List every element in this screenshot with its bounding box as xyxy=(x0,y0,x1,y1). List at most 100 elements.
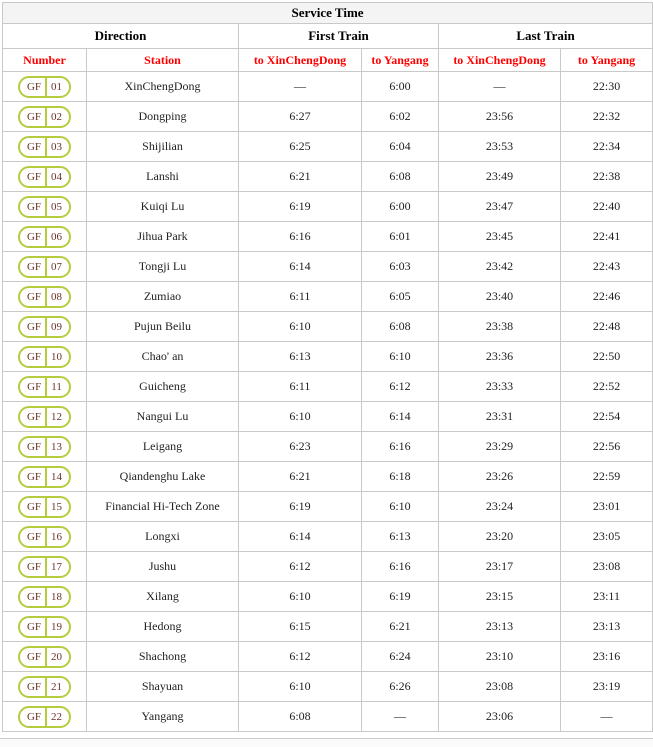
station-name-cell: XinChengDong xyxy=(86,71,239,102)
badge-line-code: GF xyxy=(20,257,48,276)
last-train-to-yangang-cell: 22:52 xyxy=(559,371,653,402)
first-train-to-yangang-cell: 6:01 xyxy=(361,221,439,252)
first-train-to-xinchengdong-cell: 6:14 xyxy=(238,521,362,552)
station-number-badge: GF 18 xyxy=(17,585,72,608)
station-name-cell: Shayuan xyxy=(86,671,239,702)
badge-station-number: 08 xyxy=(51,290,63,303)
column-header-last-to-xinchengdong: to XinChengDong xyxy=(438,48,561,72)
station-number-cell: GF 15 xyxy=(2,491,87,522)
station-name-cell: Kuiqi Lu xyxy=(86,191,239,222)
station-number-cell: GF 10 xyxy=(2,341,87,372)
badge-station-number: 16 xyxy=(51,530,63,543)
last-train-to-xinchengdong-cell: 23:08 xyxy=(438,671,561,702)
station-name-cell: Jihua Park xyxy=(86,221,239,252)
station-name-cell: Hedong xyxy=(86,611,239,642)
station-number-cell: GF 17 xyxy=(2,551,87,582)
station-number-cell: GF 06 xyxy=(2,221,87,252)
badge-line-code: GF xyxy=(20,317,48,336)
first-train-to-yangang-cell: 6:16 xyxy=(361,431,439,462)
station-name-cell: Jushu xyxy=(86,551,239,582)
table-row: GF 10 Chao' an 6:13 6:10 23:36 22:50 xyxy=(2,341,653,372)
badge-line-code: GF xyxy=(20,197,48,216)
station-number-badge: GF 05 xyxy=(17,195,72,218)
badge-station-number: 07 xyxy=(51,260,63,273)
last-train-to-xinchengdong-cell: 23:29 xyxy=(438,431,561,462)
last-train-to-xinchengdong-cell: 23:49 xyxy=(438,161,561,192)
first-train-to-yangang-cell: — xyxy=(361,701,439,732)
last-train-to-xinchengdong-cell: 23:45 xyxy=(438,221,561,252)
station-number-badge: GF 19 xyxy=(17,615,72,638)
last-train-to-xinchengdong-cell: 23:31 xyxy=(438,401,561,432)
badge-line-code: GF xyxy=(20,137,48,156)
last-train-to-yangang-cell: 22:56 xyxy=(559,431,653,462)
station-number-badge: GF 17 xyxy=(17,555,72,578)
badge-line-code: GF xyxy=(20,467,48,486)
station-number-cell: GF 07 xyxy=(2,251,87,282)
badge-station-number: 18 xyxy=(51,590,63,603)
column-header-first-to-xinchengdong: to XinChengDong xyxy=(238,48,362,72)
badge-line-code: GF xyxy=(20,527,48,546)
station-name-cell: Yangang xyxy=(86,701,239,732)
table-row: GF 03 Shijilian 6:25 6:04 23:53 22:34 xyxy=(2,131,653,162)
column-header-row: Number Station to XinChengDong to Yangan… xyxy=(2,48,653,72)
first-train-to-yangang-cell: 6:10 xyxy=(361,491,439,522)
station-number-cell: GF 20 xyxy=(2,641,87,672)
station-name-cell: Xilang xyxy=(86,581,239,612)
table-row: GF 15 Financial Hi-Tech Zone 6:19 6:10 23:24 2… xyxy=(2,491,653,522)
badge-line-code: GF xyxy=(20,227,48,246)
station-name-cell: Longxi xyxy=(86,521,239,552)
badge-line-code: GF xyxy=(20,377,48,396)
badge-station-number: 06 xyxy=(51,230,63,243)
station-number-cell: GF 03 xyxy=(2,131,87,162)
badge-station-number: 15 xyxy=(51,500,63,513)
column-header-number: Number xyxy=(2,48,87,72)
station-name-cell: Leigang xyxy=(86,431,239,462)
first-train-to-xinchengdong-cell: 6:12 xyxy=(238,551,362,582)
badge-line-code: GF xyxy=(20,677,48,696)
last-train-to-yangang-cell: 23:05 xyxy=(559,521,653,552)
station-number-cell: GF 11 xyxy=(2,371,87,402)
last-train-to-yangang-cell: 22:46 xyxy=(559,281,653,312)
first-train-to-xinchengdong-cell: 6:23 xyxy=(238,431,362,462)
first-train-to-yangang-cell: 6:08 xyxy=(361,311,439,342)
table-row: GF 05 Kuiqi Lu 6:19 6:00 23:47 22:40 xyxy=(2,191,653,222)
station-number-cell: GF 22 xyxy=(2,701,87,732)
table-row: GF 21 Shayuan 6:10 6:26 23:08 23:19 xyxy=(2,671,653,702)
station-number-badge: GF 04 xyxy=(17,165,72,188)
badge-station-number: 22 xyxy=(51,710,63,723)
badge-station-number: 14 xyxy=(51,470,63,483)
first-train-to-yangang-cell: 6:08 xyxy=(361,161,439,192)
column-header-last-to-yangang: to Yangang xyxy=(559,48,653,72)
last-train-to-xinchengdong-cell: 23:42 xyxy=(438,251,561,282)
badge-station-number: 10 xyxy=(51,350,63,363)
badge-station-number: 09 xyxy=(51,320,63,333)
table-row: GF 11 Guicheng 6:11 6:12 23:33 22:52 xyxy=(2,371,653,402)
last-train-to-xinchengdong-cell: 23:26 xyxy=(438,461,561,492)
last-train-to-yangang-cell: 22:41 xyxy=(559,221,653,252)
first-train-to-xinchengdong-cell: 6:10 xyxy=(238,671,362,702)
station-number-badge: GF 08 xyxy=(17,285,72,308)
station-name-cell: Zumiao xyxy=(86,281,239,312)
badge-line-code: GF xyxy=(20,617,48,636)
badge-line-code: GF xyxy=(20,557,48,576)
last-train-to-xinchengdong-cell: 23:56 xyxy=(438,101,561,132)
last-train-to-xinchengdong-cell: 23:36 xyxy=(438,341,561,372)
first-train-to-yangang-cell: 6:26 xyxy=(361,671,439,702)
station-number-badge: GF 13 xyxy=(17,435,72,458)
last-train-to-yangang-cell: 22:50 xyxy=(559,341,653,372)
badge-station-number: 12 xyxy=(51,410,63,423)
station-number-cell: GF 16 xyxy=(2,521,87,552)
group-header-first-train: First Train xyxy=(238,23,439,49)
badge-line-code: GF xyxy=(20,287,48,306)
table-row: GF 16 Longxi 6:14 6:13 23:20 23:05 xyxy=(2,521,653,552)
table-row: GF 02 Dongping 6:27 6:02 23:56 22:32 xyxy=(2,101,653,132)
station-number-cell: GF 18 xyxy=(2,581,87,612)
table-title-row: Service Time xyxy=(1,2,653,24)
badge-line-code: GF xyxy=(20,167,48,186)
column-header-station: Station xyxy=(86,48,239,72)
last-train-to-xinchengdong-cell: 23:15 xyxy=(438,581,561,612)
last-train-to-xinchengdong-cell: 23:06 xyxy=(438,701,561,732)
table-row: GF 06 Jihua Park 6:16 6:01 23:45 22:41 xyxy=(2,221,653,252)
last-train-to-yangang-cell: 23:01 xyxy=(559,491,653,522)
